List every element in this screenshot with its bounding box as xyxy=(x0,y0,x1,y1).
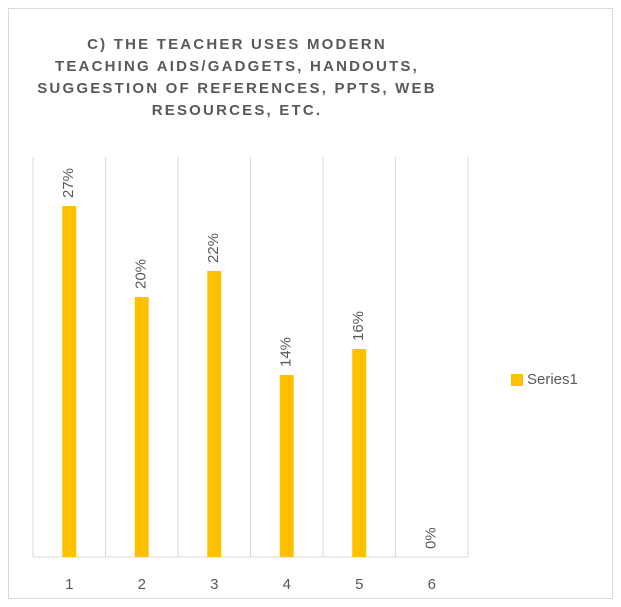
data-label: 20% xyxy=(133,259,150,289)
legend-label: Series1 xyxy=(527,371,578,388)
data-label: 27% xyxy=(60,168,77,198)
bar xyxy=(279,375,294,557)
data-label: 22% xyxy=(205,233,222,263)
x-tick-label: 5 xyxy=(355,576,363,593)
chart-border xyxy=(8,8,613,599)
data-label: 14% xyxy=(278,337,295,367)
data-label: 16% xyxy=(350,311,367,341)
x-tick-label: 6 xyxy=(428,576,436,593)
bar xyxy=(352,349,367,557)
bar xyxy=(207,271,222,557)
data-label: 0% xyxy=(423,527,440,549)
legend-swatch xyxy=(511,374,523,386)
bar xyxy=(62,206,77,557)
x-tick-label: 2 xyxy=(138,576,146,593)
x-tick-label: 1 xyxy=(65,576,73,593)
x-tick-label: 4 xyxy=(283,576,291,593)
x-tick-label: 3 xyxy=(210,576,218,593)
bar xyxy=(134,297,149,557)
chart-title: C) THE TEACHER USES MODERN TEACHING AIDS… xyxy=(37,36,437,119)
